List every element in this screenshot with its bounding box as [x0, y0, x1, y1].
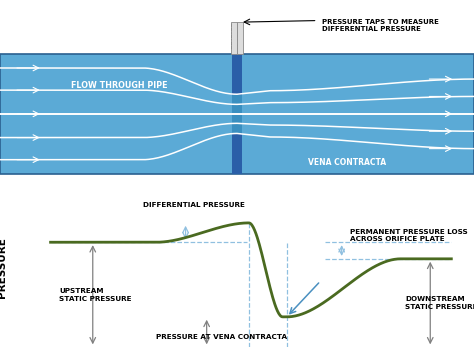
Bar — [237, 22, 243, 54]
Bar — [231, 22, 237, 54]
Bar — [232, 95, 242, 133]
Text: PERMANENT PRESSURE LOSS
ACROSS ORIFICE PLATE: PERMANENT PRESSURE LOSS ACROSS ORIFICE P… — [350, 229, 468, 242]
Text: ORIFICE: ORIFICE — [232, 21, 237, 49]
Bar — [0, 54, 474, 174]
Text: FLOW THROUGH PIPE: FLOW THROUGH PIPE — [71, 81, 168, 90]
Text: VENA CONTRACTA: VENA CONTRACTA — [308, 158, 386, 167]
Text: DIFFERENTIAL PRESSURE: DIFFERENTIAL PRESSURE — [143, 202, 245, 208]
Text: PRESSURE AT VENA CONTRACTA: PRESSURE AT VENA CONTRACTA — [156, 334, 287, 340]
Text: DOWNSTREAM
STATIC PRESSURE: DOWNSTREAM STATIC PRESSURE — [405, 296, 474, 310]
Text: PRESSURE TAPS TO MEASURE
DIFFERENTIAL PRESSURE: PRESSURE TAPS TO MEASURE DIFFERENTIAL PR… — [322, 19, 439, 32]
Text: PRESSURE: PRESSURE — [0, 237, 7, 297]
Text: UPSTREAM
STATIC PRESSURE: UPSTREAM STATIC PRESSURE — [59, 288, 131, 301]
Bar — [232, 54, 242, 174]
Text: PLATE: PLATE — [237, 28, 242, 49]
